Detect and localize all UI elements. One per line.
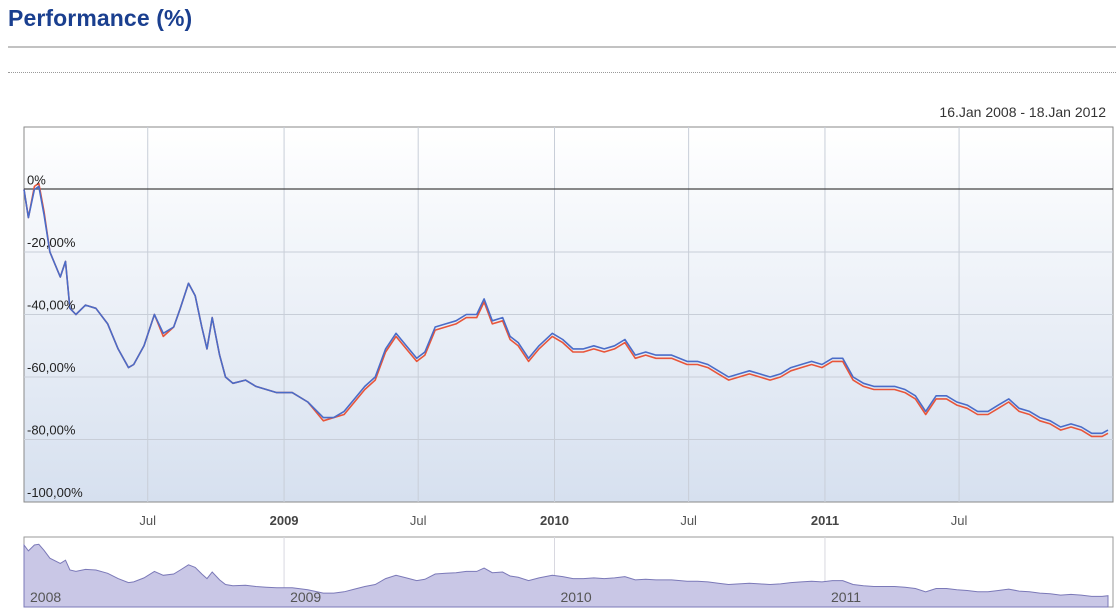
x-tick-label: Jul <box>680 513 697 528</box>
x-tick-label: 2009 <box>270 513 299 528</box>
date-range-label: 16.Jan 2008 - 18.Jan 2012 <box>939 104 1106 120</box>
navigator-year-label: 2008 <box>30 589 61 605</box>
navigator-year-label: 2011 <box>831 589 861 605</box>
y-tick-label: -20,00% <box>27 235 76 250</box>
x-axis-ticks: Jul 2009 Jul 2010 Jul 2011 Jul <box>139 513 967 528</box>
x-tick-label: 2011 <box>811 513 839 528</box>
navigator-year-label: 2009 <box>290 589 321 605</box>
series-line-1[interactable] <box>23 185 1109 435</box>
y-tick-label: -80,00% <box>27 423 76 438</box>
x-tick-label: Jul <box>139 513 156 528</box>
x-tick-label: 2010 <box>540 513 569 528</box>
x-tick-label: Jul <box>951 513 968 528</box>
y-tick-label: -100,00% <box>27 485 83 500</box>
dotted-divider <box>8 72 1116 73</box>
navigator-area <box>23 543 1109 608</box>
y-axis-ticks: 0% -20,00% -40,00% -60,00% -80,00% -100,00% <box>27 173 83 501</box>
navigator-year-labels: 2008 2009 2010 2011 <box>30 589 861 605</box>
x-tick-label: Jul <box>410 513 427 528</box>
navigator-year-label: 2010 <box>561 589 592 605</box>
series-line-2[interactable] <box>23 182 1109 438</box>
title-divider <box>8 46 1116 48</box>
y-tick-label: -60,00% <box>27 360 76 375</box>
series-lines <box>23 182 1109 438</box>
horizontal-gridlines <box>24 251 1113 440</box>
y-tick-label: -40,00% <box>27 298 76 313</box>
y-tick-label: 0% <box>27 173 46 188</box>
page-title: Performance (%) <box>8 5 193 31</box>
